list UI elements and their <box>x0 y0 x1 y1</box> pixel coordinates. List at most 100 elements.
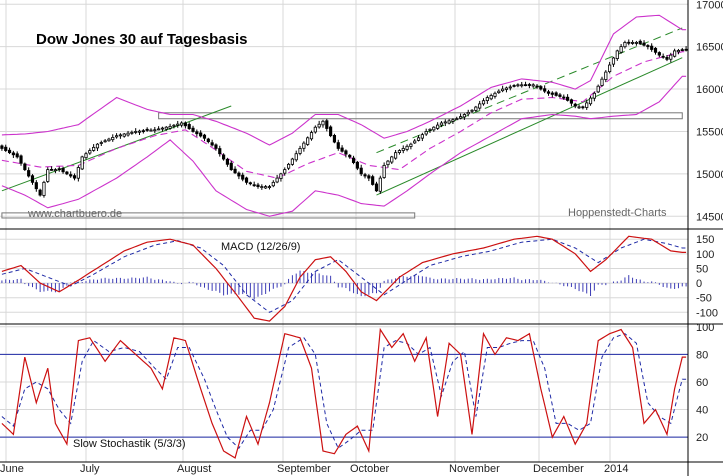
candle-body <box>298 148 302 154</box>
candle-body <box>382 164 386 178</box>
stochastic-k-line <box>1 327 687 459</box>
candle-body <box>623 42 627 48</box>
candle-body <box>661 55 665 58</box>
candle-body <box>669 54 673 60</box>
candle-body <box>313 126 317 133</box>
candle-body <box>65 171 69 175</box>
candle-body <box>57 168 61 171</box>
candle-body <box>413 140 417 144</box>
candle-body <box>19 155 23 164</box>
candle-body <box>684 48 688 51</box>
candle-body <box>72 175 77 179</box>
candle-body <box>520 84 524 87</box>
resistance-zone <box>158 112 683 120</box>
candle-body <box>424 131 428 135</box>
candle-body <box>233 168 237 174</box>
candle-body <box>164 126 168 130</box>
candle-body <box>275 177 279 183</box>
candle-body <box>397 150 402 153</box>
candle-body <box>168 125 172 129</box>
candle-body <box>531 84 535 87</box>
candle-body <box>462 114 466 118</box>
candle-body <box>634 42 638 44</box>
candle-body <box>141 130 145 133</box>
candle-body <box>222 154 226 160</box>
candle-body <box>344 150 348 155</box>
candle-body <box>214 144 218 149</box>
grid <box>0 0 688 462</box>
candle-body <box>229 162 233 171</box>
candle-body <box>160 127 165 130</box>
candle-body <box>325 120 329 129</box>
candle-body <box>103 140 107 143</box>
candle-body <box>122 133 126 137</box>
price-tick-label: 15500 <box>696 126 723 138</box>
price-tick-label: 16000 <box>696 84 723 96</box>
candle-body <box>271 181 275 187</box>
candle-body <box>451 119 455 122</box>
macd-tick-label: 150 <box>696 234 714 246</box>
candle-body <box>478 103 482 109</box>
candle-body <box>489 95 493 100</box>
candle-body <box>202 134 207 139</box>
candle-body <box>145 128 149 131</box>
candle-body <box>130 131 134 134</box>
candle-body <box>317 123 321 128</box>
candle-body <box>118 134 122 137</box>
candle-body <box>149 129 153 132</box>
trend-line-lower <box>376 57 683 196</box>
candle-body <box>210 142 214 146</box>
candle-body <box>7 149 12 154</box>
candle-body <box>237 172 241 177</box>
x-tick-label: June <box>0 463 24 475</box>
candle-body <box>512 85 516 87</box>
candle-body <box>46 169 50 182</box>
candle-body <box>523 84 528 87</box>
candle-body <box>630 42 635 44</box>
candle-body <box>206 138 210 143</box>
candle-body <box>673 50 677 57</box>
candle-body <box>409 143 413 147</box>
candle-body <box>405 145 409 150</box>
candle-body <box>321 120 325 126</box>
candle-body <box>363 174 367 177</box>
candle-body <box>539 86 543 90</box>
candle-body <box>428 128 432 131</box>
candle-body <box>290 158 294 165</box>
candle-body <box>50 168 54 171</box>
chart-title: Dow Jones 30 auf Tagesbasis <box>36 31 247 48</box>
candle-body <box>351 157 356 163</box>
candle-body <box>264 186 268 189</box>
macd-tick-label: 0 <box>696 278 702 290</box>
candle-body <box>581 106 585 109</box>
stochastic-tick-label: 40 <box>696 405 708 417</box>
candle-body <box>69 174 73 177</box>
candle-body <box>34 182 38 190</box>
candle-body <box>653 47 658 53</box>
candle-body <box>294 153 298 161</box>
macd-panel <box>1 235 687 322</box>
stochastic-tick-label: 80 <box>696 349 708 361</box>
macd-tick-label: -50 <box>696 293 712 305</box>
candle-body <box>172 124 176 127</box>
candle-body <box>191 127 195 132</box>
candle-body <box>447 120 451 124</box>
candle-body <box>179 122 184 126</box>
candle-body <box>61 167 65 173</box>
candle-body <box>504 87 509 90</box>
candle-body <box>615 50 619 59</box>
candle-body <box>355 161 359 169</box>
candle-body <box>608 64 612 73</box>
candle-body <box>30 175 35 183</box>
candle-body <box>374 183 379 192</box>
stochastic-panel <box>0 327 688 459</box>
candle-body <box>157 128 161 131</box>
candle-body <box>493 92 497 97</box>
x-tick-label: 2014 <box>604 463 628 475</box>
candle-body <box>543 88 547 92</box>
candle-body <box>474 106 478 111</box>
candle-body <box>501 88 505 92</box>
macd-tick-label: 100 <box>696 249 714 261</box>
candle-body <box>585 102 589 108</box>
